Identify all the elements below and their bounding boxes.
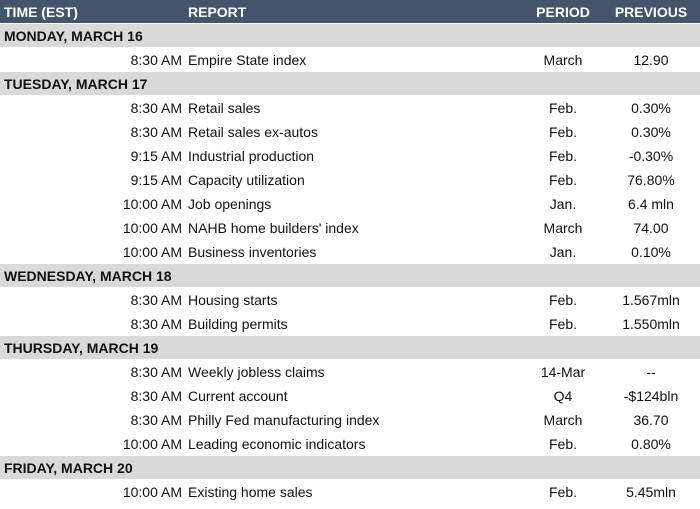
day-label: TUESDAY, MARCH 17 [4, 76, 148, 92]
time: 8:30 AM [130, 100, 182, 116]
header-period: PERIOD [536, 4, 590, 20]
report-row: 10:00 AM Leading economic indicators Feb. 0… [0, 432, 700, 456]
day-label: FRIDAY, MARCH 20 [4, 460, 133, 476]
report-row: 8:30 AM Philly Fed manufacturing index Mar… [0, 408, 700, 432]
period: Feb. [548, 100, 577, 116]
previous: 6.4 mln [628, 196, 674, 212]
period: Feb. [548, 316, 577, 332]
previous: -- [646, 364, 656, 380]
header-time: TIME (EST) [4, 4, 78, 20]
header-row: TIME (EST) REPORT PERIOD PREVIOUS [0, 0, 700, 24]
period: March [543, 412, 583, 428]
report: Industrial production [188, 148, 315, 164]
report-row: 9:15 AM Capacity utilization Feb. 76.80% [0, 168, 700, 192]
report-row: 10:00 AM Business inventories Jan. 0.10% [0, 240, 700, 264]
report-row: 8:30 AM Empire State index March 12.90 [0, 48, 700, 72]
report: Empire State index [188, 52, 307, 68]
report: Current account [188, 388, 288, 404]
period: Q4 [553, 388, 573, 404]
day-row: MONDAY, MARCH 16 [0, 24, 700, 48]
previous: 0.30% [631, 124, 671, 140]
time: 8:30 AM [130, 364, 182, 380]
time: 10:00 AM [122, 196, 182, 212]
report-row: 8:30 AM Retail sales Feb. 0.30% [0, 96, 700, 120]
report: Existing home sales [188, 484, 313, 500]
previous: 0.10% [631, 244, 671, 260]
day-label: THURSDAY, MARCH 19 [4, 340, 159, 356]
day-row: FRIDAY, MARCH 20 [0, 456, 700, 480]
previous: 1.550mln [622, 316, 680, 332]
period: Feb. [548, 292, 577, 308]
report: Housing starts [188, 292, 278, 308]
previous: 12.90 [633, 52, 669, 68]
previous: -$124bln [623, 388, 679, 404]
report: Leading economic indicators [188, 436, 366, 452]
report-row: 10:00 AM Job openings Jan. 6.4 mln [0, 192, 700, 216]
header-previous: PREVIOUS [614, 4, 688, 20]
report-row: 8:30 AM Weekly jobless claims 14-Mar -- [0, 360, 700, 384]
time: 8:30 AM [130, 316, 182, 332]
report: Capacity utilization [188, 172, 305, 188]
previous: -0.30% [628, 148, 674, 164]
period: Feb. [548, 484, 577, 500]
previous: 0.30% [631, 100, 671, 116]
period: Feb. [548, 172, 577, 188]
period: March [543, 52, 583, 68]
time: 9:15 AM [130, 148, 182, 164]
time: 8:30 AM [130, 388, 182, 404]
report-row: 10:00 AM NAHB home builders' index March 74… [0, 216, 700, 240]
period: Jan. [549, 196, 577, 212]
time: 8:30 AM [130, 412, 182, 428]
period: March [543, 220, 583, 236]
report-row: 8:30 AM Housing starts Feb. 1.567mln [0, 288, 700, 312]
header-report: REPORT [188, 4, 247, 20]
time: 10:00 AM [122, 484, 182, 500]
report-row: 8:30 AM Retail sales ex-autos Feb. 0.30% [0, 120, 700, 144]
day-row: THURSDAY, MARCH 19 [0, 336, 700, 360]
time: 8:30 AM [130, 292, 182, 308]
report: Weekly jobless claims [188, 364, 325, 380]
report: Building permits [188, 316, 288, 332]
time: 8:30 AM [130, 52, 182, 68]
day-label: MONDAY, MARCH 16 [4, 28, 143, 44]
report-row: 8:30 AM Building permits Feb. 1.550mln [0, 312, 700, 336]
report: Business inventories [188, 244, 317, 260]
report: Job openings [188, 196, 272, 212]
previous: 36.70 [633, 412, 669, 428]
time: 8:30 AM [130, 124, 182, 140]
period: Jan. [549, 244, 577, 260]
report-row: 8:30 AM Current account Q4 -$124bln [0, 384, 700, 408]
previous: 74.00 [633, 220, 669, 236]
previous: 5.45mln [626, 484, 676, 500]
time: 10:00 AM [122, 244, 182, 260]
time: 10:00 AM [122, 436, 182, 452]
day-label: WEDNESDAY, MARCH 18 [4, 268, 172, 284]
period: Feb. [548, 124, 577, 140]
time: 10:00 AM [122, 220, 182, 236]
report: NAHB home builders' index [188, 220, 359, 236]
report: Philly Fed manufacturing index [188, 412, 380, 428]
time: 9:15 AM [130, 172, 182, 188]
report-row: 9:15 AM Industrial production Feb. -0.30% [0, 144, 700, 168]
period: Feb. [548, 148, 577, 164]
period: 14-Mar [540, 364, 586, 380]
report-row: 10:00 AM Existing home sales Feb. 5.45mln [0, 480, 700, 504]
report: Retail sales [188, 100, 261, 116]
day-row: WEDNESDAY, MARCH 18 [0, 264, 700, 288]
previous: 1.567mln [622, 292, 680, 308]
report: Retail sales ex-autos [188, 124, 318, 140]
period: Feb. [548, 436, 577, 452]
previous: 76.80% [627, 172, 675, 188]
previous: 0.80% [631, 436, 671, 452]
day-row: TUESDAY, MARCH 17 [0, 72, 700, 96]
